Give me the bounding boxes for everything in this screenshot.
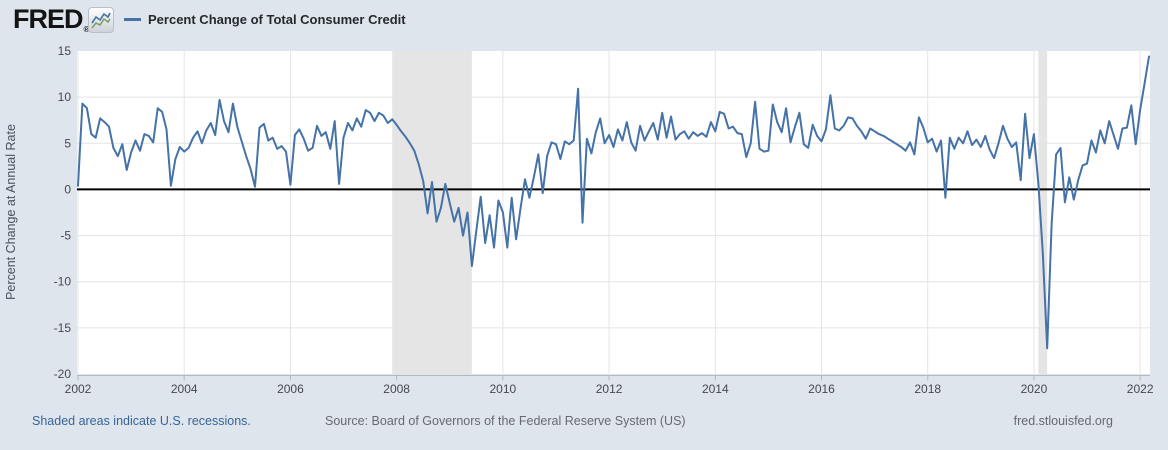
- y-tick-label: 10: [58, 90, 72, 104]
- chart-header: FRED® Percent Change of Total Consumer C…: [0, 0, 1168, 45]
- y-tick-label: 15: [58, 44, 72, 58]
- y-tick-label: -15: [54, 321, 72, 335]
- x-tick-label: 2022: [1127, 382, 1154, 396]
- x-tick-label: 2002: [65, 382, 92, 396]
- fred-sparkline-icon: [88, 7, 114, 33]
- x-tick-label: 2012: [596, 382, 623, 396]
- legend-line-swatch: [124, 17, 141, 21]
- source-text: Source: Board of Governors of the Federa…: [325, 414, 686, 428]
- x-tick-label: 2010: [490, 382, 517, 396]
- y-tick-label: -10: [54, 275, 72, 289]
- recession-band: [1038, 51, 1048, 374]
- fred-logo[interactable]: FRED®: [13, 4, 90, 41]
- legend-label: Percent Change of Total Consumer Credit: [148, 11, 406, 27]
- chart-footer: Shaded areas indicate U.S. recessions. S…: [0, 414, 1168, 434]
- x-tick-label: 2016: [808, 382, 835, 396]
- y-tick-label: -5: [60, 229, 71, 243]
- y-tick-label: -20: [54, 367, 72, 381]
- registered-trademark-icon: ®: [83, 25, 90, 34]
- y-tick-label: 5: [64, 136, 71, 150]
- x-tick-label: 2020: [1021, 382, 1048, 396]
- x-tick-label: 2004: [171, 382, 198, 396]
- recession-note-link[interactable]: Shaded areas indicate U.S. recessions.: [32, 414, 251, 428]
- legend: Percent Change of Total Consumer Credit: [124, 7, 406, 31]
- fred-site-link[interactable]: fred.stlouisfed.org: [1013, 414, 1113, 428]
- data-series-line: [77, 55, 1150, 350]
- x-tick-label: 2008: [383, 382, 410, 396]
- x-tick-label: 2014: [702, 382, 729, 396]
- x-tick-label: 2006: [277, 382, 304, 396]
- x-tick-label: 2018: [914, 382, 941, 396]
- plot-background: [77, 51, 1150, 374]
- y-tick-label: 0: [64, 182, 71, 196]
- fred-logo-text: FRED: [13, 4, 83, 34]
